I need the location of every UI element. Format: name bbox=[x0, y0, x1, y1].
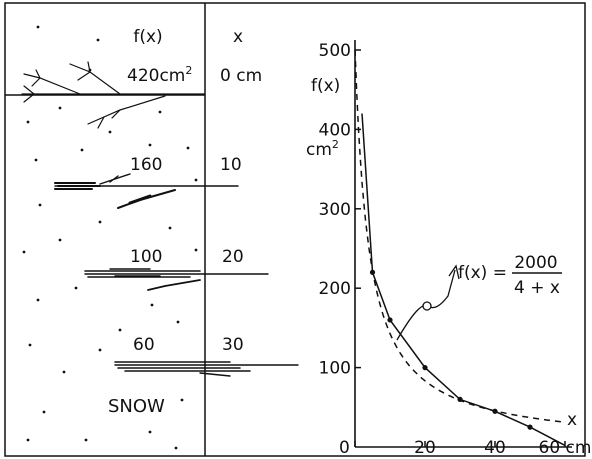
snow-dot bbox=[58, 238, 62, 242]
data-point bbox=[422, 365, 428, 371]
snow-dot bbox=[58, 106, 62, 110]
formula-denominator: 4 + x bbox=[514, 278, 560, 298]
snow-dot bbox=[36, 25, 40, 29]
snow-dot bbox=[168, 226, 172, 230]
chart: 100 200 300 400 500 0 20 40 60 cm f(x) cm2 x f(… bbox=[306, 40, 591, 458]
col-fx-header: f(x) bbox=[133, 27, 162, 47]
data-point bbox=[492, 408, 498, 414]
snow-dot bbox=[42, 410, 46, 414]
snow-dot bbox=[98, 348, 102, 352]
snow-dot bbox=[180, 398, 184, 402]
snow-label: SNOW bbox=[108, 396, 165, 417]
snow-dot bbox=[194, 248, 198, 252]
plant-drawing-depth-0 bbox=[21, 61, 206, 129]
snow-dot bbox=[62, 370, 66, 374]
snow-dot bbox=[150, 303, 154, 307]
y-tick-label: 500 bbox=[319, 41, 351, 61]
snow-dot bbox=[84, 438, 88, 442]
snow-dot bbox=[174, 446, 178, 450]
row-0-fx: 420cm2 bbox=[127, 64, 192, 86]
y-tick-label: 200 bbox=[319, 279, 351, 299]
snow-dot bbox=[28, 343, 32, 347]
snow-dot bbox=[38, 203, 42, 207]
snow-dot bbox=[194, 178, 198, 182]
snow-dot bbox=[96, 38, 100, 42]
snow-dot bbox=[74, 286, 78, 290]
row-3-x: 30 bbox=[222, 335, 244, 355]
col-x-header: x bbox=[233, 27, 243, 47]
y-axis-unit: cm2 bbox=[306, 138, 339, 160]
snow-dot bbox=[22, 250, 26, 254]
series-dashed-fit bbox=[354, 49, 566, 423]
snow-dot bbox=[158, 110, 162, 114]
data-point bbox=[387, 317, 393, 323]
x-tick-label: 60 cm bbox=[539, 438, 592, 458]
y-axis-label: f(x) bbox=[311, 76, 340, 96]
snow-dot bbox=[98, 220, 102, 224]
snow-dot bbox=[26, 438, 30, 442]
snow-dot bbox=[34, 158, 38, 162]
y-tick-label: 100 bbox=[319, 359, 351, 379]
snow-dot bbox=[186, 146, 190, 150]
row-0-x: 0 cm bbox=[220, 66, 262, 86]
snow-dot bbox=[108, 130, 112, 134]
row-1-fx: 160 bbox=[130, 155, 162, 175]
x-tick-label: 40 bbox=[484, 438, 506, 458]
formula-lhs: f(x) = bbox=[458, 263, 507, 283]
snow-dot bbox=[36, 298, 40, 302]
row-1-x: 10 bbox=[220, 155, 242, 175]
data-point bbox=[527, 424, 533, 430]
annotation-circle bbox=[422, 301, 432, 311]
plant-drawing-depth-30 bbox=[114, 361, 299, 377]
row-2-x: 20 bbox=[222, 247, 244, 267]
row-2-fx: 100 bbox=[130, 247, 162, 267]
snow-dot bbox=[118, 328, 122, 332]
y-tick-label: 300 bbox=[319, 200, 351, 220]
annotation-arrowhead bbox=[448, 264, 460, 280]
snow-dot bbox=[148, 143, 152, 147]
row-3-fx: 60 bbox=[133, 335, 155, 355]
data-point bbox=[369, 269, 376, 275]
plant-drawing-depth-20 bbox=[84, 268, 269, 291]
x-tick-label: 0 bbox=[339, 438, 350, 458]
figure-frame bbox=[4, 2, 586, 457]
snow-dot bbox=[26, 120, 30, 124]
snow-dots bbox=[22, 25, 198, 450]
y-tick-label: 400 bbox=[319, 120, 351, 140]
plant-drawing-depth-10 bbox=[54, 173, 239, 209]
data-point bbox=[457, 396, 463, 402]
series-solid-line bbox=[361, 113, 566, 447]
formula-numerator: 2000 bbox=[514, 253, 557, 273]
snow-dot bbox=[176, 320, 180, 324]
x-axis-label: x bbox=[567, 410, 577, 430]
x-tick-label: 20 bbox=[414, 438, 436, 458]
snow-dot bbox=[80, 148, 84, 152]
snow-dot bbox=[148, 430, 152, 434]
